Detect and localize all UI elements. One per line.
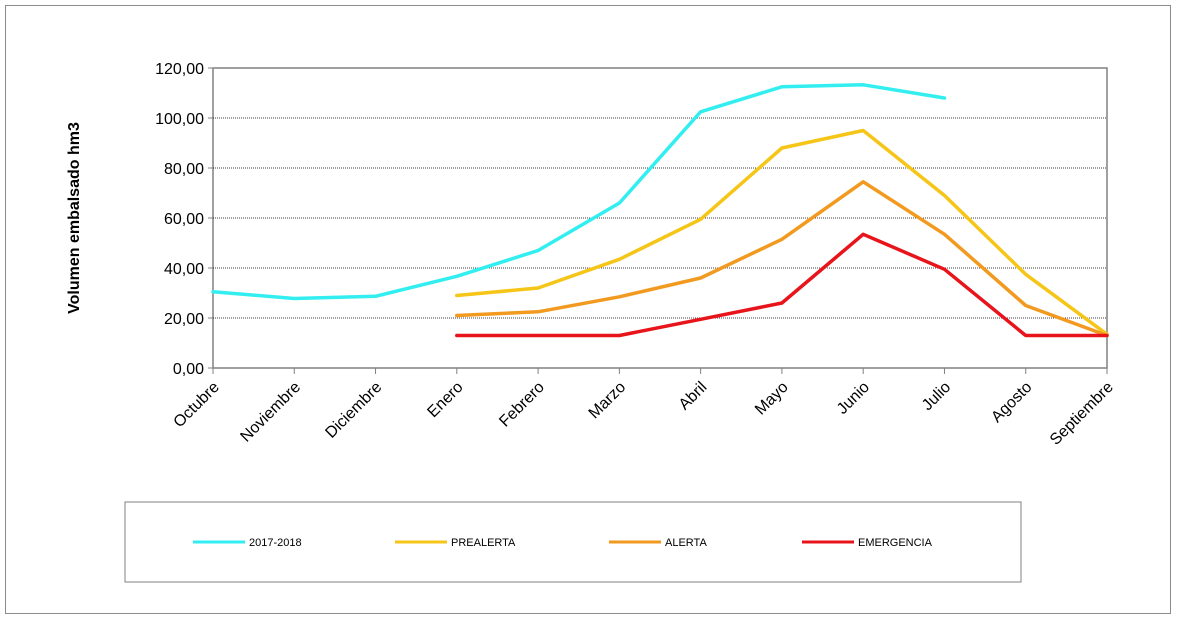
legend: 2017-2018 PREALERTA ALERTA EMERGENCIA xyxy=(193,537,933,549)
x-tick-label: Septiembre xyxy=(1047,379,1117,449)
legend-box xyxy=(124,501,1022,583)
x-tick-label: Marzo xyxy=(586,379,630,423)
x-tick-label: Febrero xyxy=(496,379,548,431)
x-tick-label: Mayo xyxy=(752,379,792,419)
y-tick-label: 0,00 xyxy=(173,361,204,378)
legend-label: PREALERTA xyxy=(451,537,516,549)
y-tick-label: 80,00 xyxy=(164,161,204,178)
x-tick-label: Julio xyxy=(919,379,954,414)
x-tick-label: Enero xyxy=(424,379,466,421)
x-tick-label: Noviembre xyxy=(237,379,304,446)
y-tick-label: 60,00 xyxy=(164,211,204,228)
series-line-2017-2018 xyxy=(211,83,947,301)
x-tick-label: Abril xyxy=(676,379,711,414)
y-axis-ticks: 0,00 20,00 40,00 60,00 80,00 100,00 120,00 xyxy=(155,61,213,378)
grid-lines xyxy=(213,117,1107,319)
x-tick-label: Octubre xyxy=(171,379,223,431)
x-tick-label: Diciembre xyxy=(322,379,385,442)
x-axis-ticks: Octubre Noviembre Diciembre Enero Febrero Mar… xyxy=(171,368,1117,449)
y-tick-label: 40,00 xyxy=(164,261,204,278)
series-lines xyxy=(211,83,1109,338)
x-tick-label: Junio xyxy=(834,379,873,418)
y-tick-label: 120,00 xyxy=(155,61,204,78)
legend-label: 2017-2018 xyxy=(249,537,302,549)
series-line-emergencia xyxy=(455,232,1109,338)
y-axis-label: Volumen embalsado hm3 xyxy=(66,122,83,314)
y-tick-label: 20,00 xyxy=(164,311,204,328)
legend-label: EMERGENCIA xyxy=(858,537,933,549)
legend-label: ALERTA xyxy=(665,537,707,549)
series-line-prealerta xyxy=(455,128,1109,337)
y-tick-label: 100,00 xyxy=(155,111,204,128)
series-line-alerta xyxy=(455,180,1109,338)
x-tick-label: Agosto xyxy=(988,379,1035,426)
